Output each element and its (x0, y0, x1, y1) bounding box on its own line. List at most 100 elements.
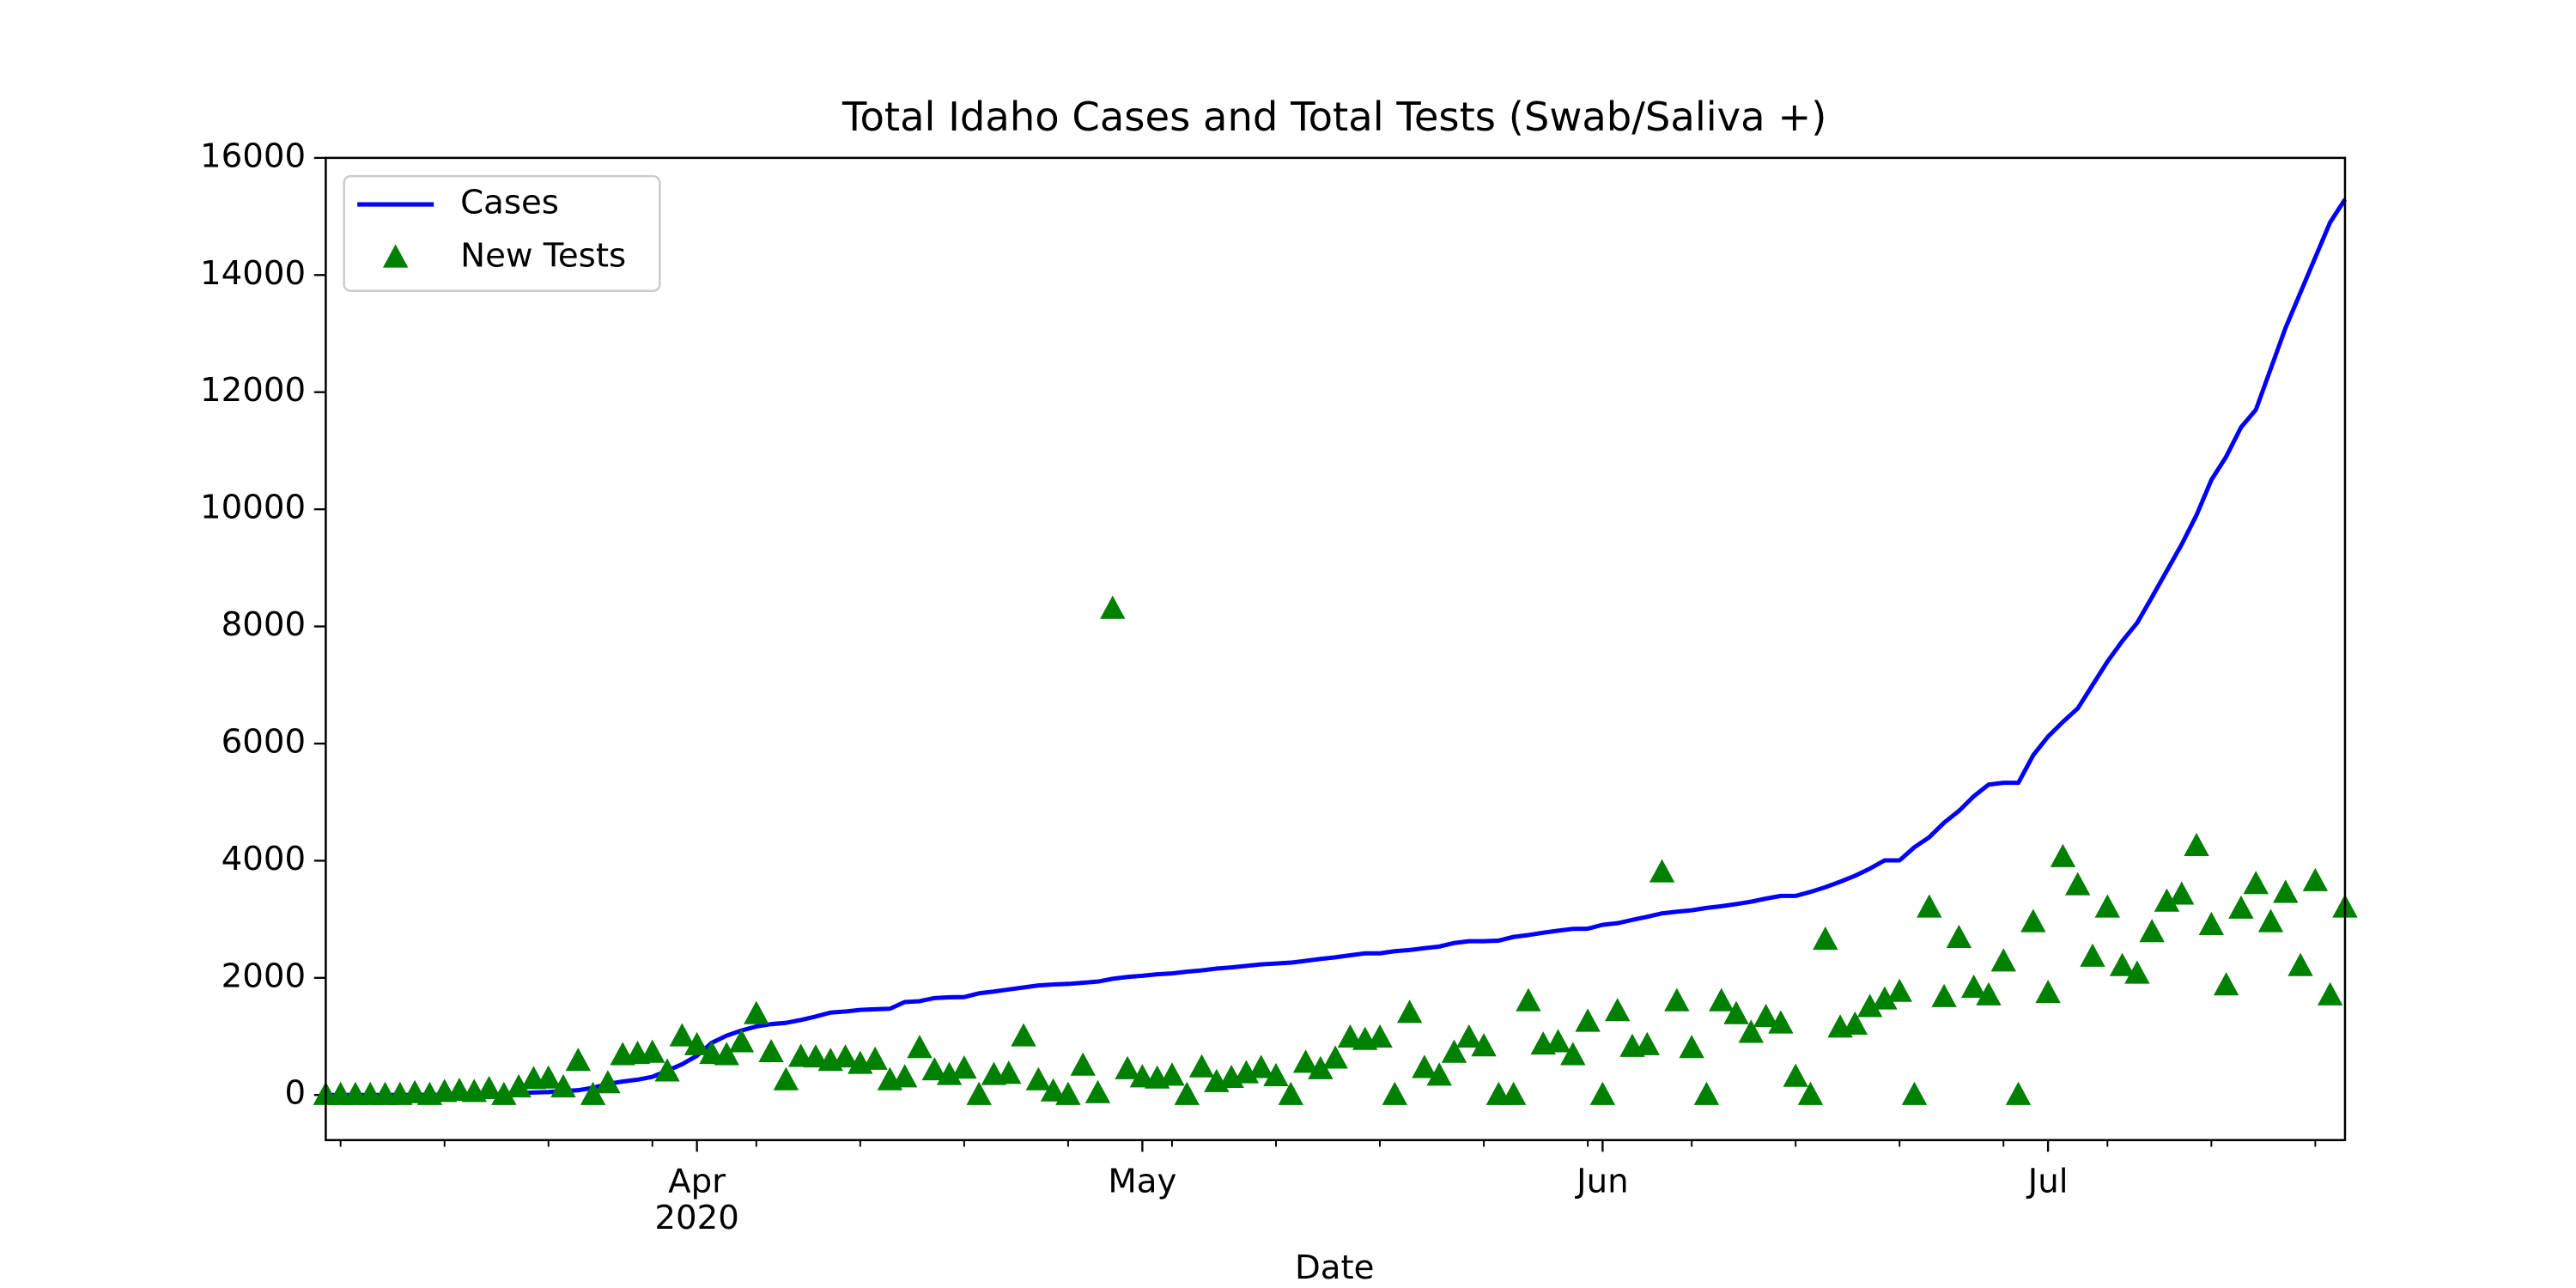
test-marker (1471, 1033, 1497, 1057)
test-marker (2198, 911, 2225, 936)
test-marker (862, 1046, 888, 1070)
test-marker (1560, 1042, 1586, 1066)
test-marker (1886, 978, 1912, 1002)
test-marker (1990, 948, 2016, 972)
test-marker (506, 1073, 532, 1097)
x-tick-label: Jul (2026, 1163, 2069, 1201)
x-year-label: 2020 (654, 1199, 738, 1237)
chart-title: Total Idaho Cases and Total Tests (Swab/… (841, 94, 1826, 140)
test-marker (2273, 879, 2299, 903)
test-marker (1723, 1000, 1749, 1024)
test-marker (1634, 1031, 1660, 1055)
test-marker (1174, 1081, 1200, 1105)
test-marker (1797, 1081, 1824, 1105)
test-marker (803, 1044, 829, 1068)
test-marker (491, 1081, 517, 1105)
test-marker (1842, 1011, 1868, 1035)
test-marker (2257, 908, 2284, 933)
test-marker (550, 1073, 576, 1097)
test-marker (2243, 871, 2269, 895)
test-marker (907, 1035, 933, 1059)
x-tick-label: May (1108, 1163, 1176, 1201)
test-marker (1367, 1024, 1393, 1048)
test-marker (921, 1057, 948, 1081)
y-tick-label: 6000 (222, 722, 306, 761)
test-marker (2287, 952, 2313, 976)
test-marker (1768, 1010, 1794, 1034)
test-marker (580, 1081, 606, 1105)
test-marker (654, 1058, 680, 1082)
test-marker (1308, 1055, 1334, 1079)
test-marker (565, 1048, 592, 1072)
test-marker (683, 1031, 710, 1055)
test-marker (2139, 919, 2165, 943)
test-marker (1901, 1081, 1928, 1105)
test-marker (758, 1038, 784, 1063)
test-marker (1589, 1081, 1616, 1105)
x-axis-label: Date (1295, 1249, 1374, 1287)
test-marker (595, 1070, 621, 1094)
test-marker (1248, 1054, 1274, 1078)
plot-frame (325, 156, 2347, 1141)
test-marker (1412, 1054, 1437, 1078)
legend-label: New Tests (460, 237, 626, 276)
y-tick-label: 2000 (222, 957, 306, 995)
test-marker (2124, 960, 2150, 984)
test-marker (2080, 943, 2105, 967)
test-marker (1011, 1023, 1036, 1047)
test-marker (1337, 1024, 1364, 1048)
test-marker (832, 1044, 859, 1068)
test-marker (640, 1039, 665, 1063)
test-marker (2213, 972, 2239, 996)
test-marker (2109, 952, 2136, 976)
test-marker (773, 1066, 799, 1091)
test-marker (1516, 987, 1541, 1012)
test-marker (2302, 867, 2329, 891)
test-marker (1441, 1039, 1467, 1063)
test-marker (1040, 1078, 1066, 1102)
test-marker (1783, 1063, 1808, 1087)
test-marker (1396, 999, 1423, 1024)
test-marker (1604, 998, 1631, 1022)
test-marker (966, 1081, 992, 1105)
test-marker (536, 1065, 562, 1089)
test-marker (1084, 1079, 1111, 1103)
test-marker (1960, 974, 1987, 999)
test-marker (996, 1060, 1022, 1084)
test-marker (728, 1029, 755, 1053)
test-marker (1188, 1054, 1215, 1078)
test-marker (1055, 1081, 1081, 1105)
test-marker (936, 1061, 963, 1085)
test-marker (1738, 1019, 1765, 1043)
test-marker (1813, 926, 1838, 951)
test-marker (1693, 1081, 1720, 1105)
y-tick-label: 12000 (200, 371, 306, 410)
y-tick-label: 0 (285, 1074, 307, 1113)
y-tick-label: 8000 (222, 605, 306, 644)
test-marker (1931, 983, 1957, 1007)
test-marker (2317, 981, 2343, 1005)
test-marker (1292, 1049, 1319, 1073)
y-tick-label: 14000 (200, 254, 306, 293)
test-marker (2169, 881, 2195, 905)
test-marker (1115, 1055, 1140, 1079)
test-marker (2154, 888, 2180, 912)
test-marker (2035, 980, 2061, 1004)
test-marker (1545, 1029, 1571, 1053)
test-marker (476, 1075, 502, 1100)
legend-label: Cases (460, 184, 559, 222)
test-marker (1382, 1081, 1408, 1105)
test-marker (2228, 895, 2254, 919)
test-marker (714, 1042, 739, 1066)
test-marker (2184, 832, 2209, 856)
x-tick-label: Jun (1575, 1163, 1628, 1201)
test-marker (1070, 1052, 1096, 1076)
test-marker (1872, 986, 1898, 1010)
test-marker (1500, 1081, 1527, 1105)
test-marker (1679, 1035, 1704, 1059)
test-marker (1456, 1024, 1482, 1048)
test-marker (892, 1064, 918, 1088)
test-marker (1664, 987, 1690, 1012)
